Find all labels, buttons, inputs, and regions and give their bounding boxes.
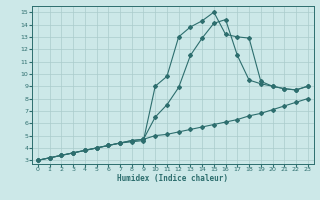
- X-axis label: Humidex (Indice chaleur): Humidex (Indice chaleur): [117, 174, 228, 183]
